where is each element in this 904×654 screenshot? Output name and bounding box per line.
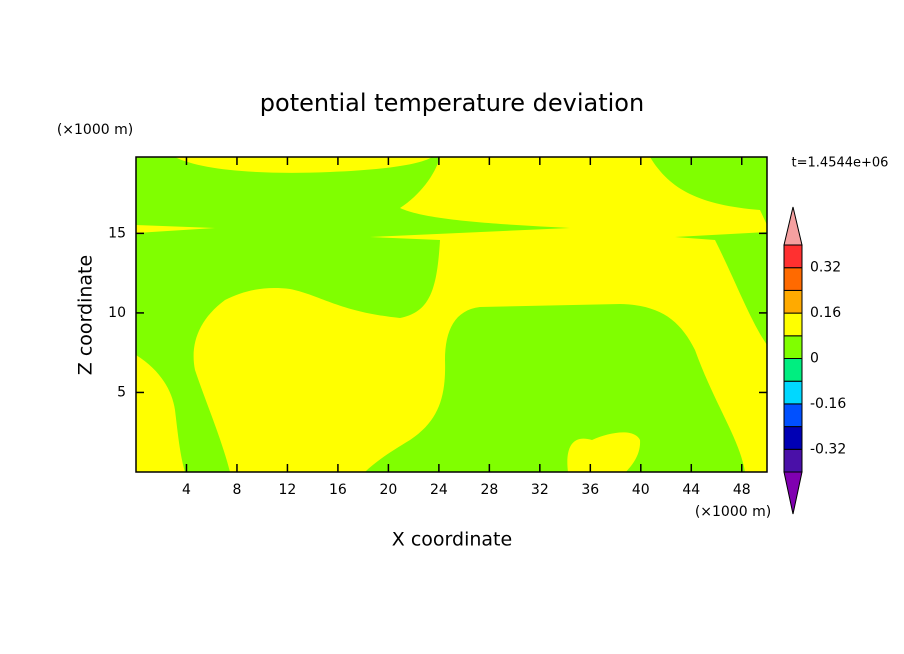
y-tick-label: 5	[117, 384, 126, 400]
colorbar-box	[783, 244, 803, 269]
time-label: t=1.4544e+06	[792, 156, 889, 171]
x-tick-label: 48	[733, 482, 751, 498]
x-tick-label: 24	[430, 482, 448, 498]
colorbar-box	[783, 312, 803, 337]
colorbar-box	[783, 267, 803, 291]
colorbar-box	[783, 380, 803, 405]
x-tick-label: 32	[531, 482, 549, 498]
colorbar-arrow	[783, 206, 803, 246]
colorbar-label: -0.32	[810, 441, 846, 457]
contour-region	[136, 225, 215, 233]
contour-region	[175, 157, 432, 173]
x-tick-label: 36	[581, 482, 599, 498]
colorbar-label: 0.16	[810, 305, 841, 321]
x-tick-label: 44	[682, 482, 700, 498]
x-tick-label: 16	[329, 482, 347, 498]
x-tick-label: 8	[232, 482, 241, 498]
colorbar-box	[783, 289, 803, 314]
plot-frame	[135, 156, 768, 473]
x-unit: (×1000 m)	[695, 504, 771, 520]
contour-region	[567, 432, 641, 472]
colorbar-label: 0	[810, 351, 819, 367]
contour-field	[135, 156, 768, 473]
colorbar-label: -0.16	[810, 396, 846, 412]
chart-title: potential temperature deviation	[260, 89, 644, 117]
colorbar-box	[783, 358, 803, 382]
contour-region	[193, 157, 767, 472]
y-tick-label: 15	[108, 225, 126, 241]
x-tick-label: 12	[279, 482, 297, 498]
contour-region	[136, 355, 185, 472]
colorbar-arrow	[783, 471, 803, 515]
colorbar-box	[783, 426, 803, 450]
colorbar-box	[783, 448, 803, 473]
y-unit: (×1000 m)	[57, 122, 133, 138]
x-tick-label: 28	[480, 482, 498, 498]
y-tick-label: 10	[108, 305, 126, 321]
colorbar-box	[783, 335, 803, 359]
x-tick-label: 40	[632, 482, 650, 498]
x-axis-label: X coordinate	[392, 529, 512, 551]
colorbar-label: 0.32	[810, 260, 841, 276]
x-tick-label: 4	[182, 482, 191, 498]
y-axis-label: Z coordinate	[75, 255, 97, 375]
colorbar-box	[783, 403, 803, 428]
x-tick-label: 20	[379, 482, 397, 498]
